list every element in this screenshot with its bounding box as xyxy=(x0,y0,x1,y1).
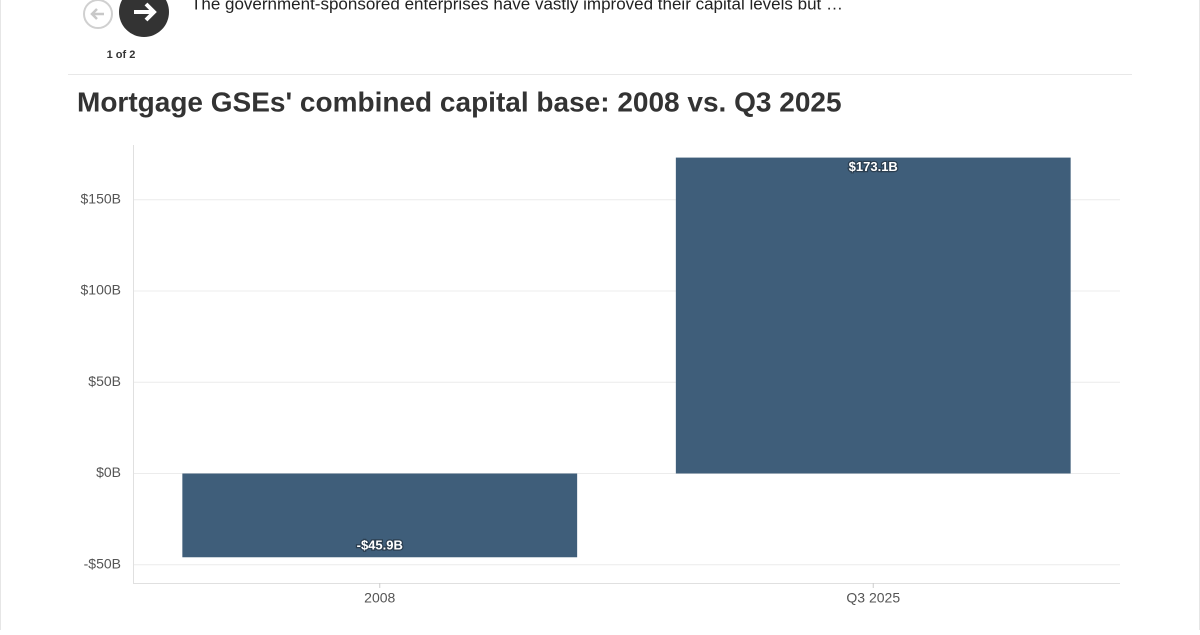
next-arrow xyxy=(134,2,157,22)
slide-counter: 1 of 2 xyxy=(107,49,136,61)
value-label: -$45.9B xyxy=(357,538,403,553)
prev-button[interactable] xyxy=(83,0,113,29)
x-tick-label: Q3 2025 xyxy=(846,590,900,606)
value-label: $173.1B xyxy=(849,159,898,174)
y-tick-label: -$50B xyxy=(84,555,121,571)
slide-caption: The government-sponsored enterprises hav… xyxy=(191,0,843,13)
x-tick-label: 2008 xyxy=(364,590,395,606)
y-tick-label: $100B xyxy=(81,282,121,298)
prev-arrow xyxy=(90,8,104,20)
y-tick-label: $150B xyxy=(81,190,121,206)
y-tick-label: $0B xyxy=(96,464,121,480)
chart-title: Mortgage GSEs' combined capital base: 20… xyxy=(77,86,842,117)
next-button[interactable] xyxy=(119,0,169,37)
bar xyxy=(675,157,1071,474)
bar xyxy=(182,473,578,558)
next-circle xyxy=(119,0,169,37)
y-tick-label: $50B xyxy=(88,373,121,389)
